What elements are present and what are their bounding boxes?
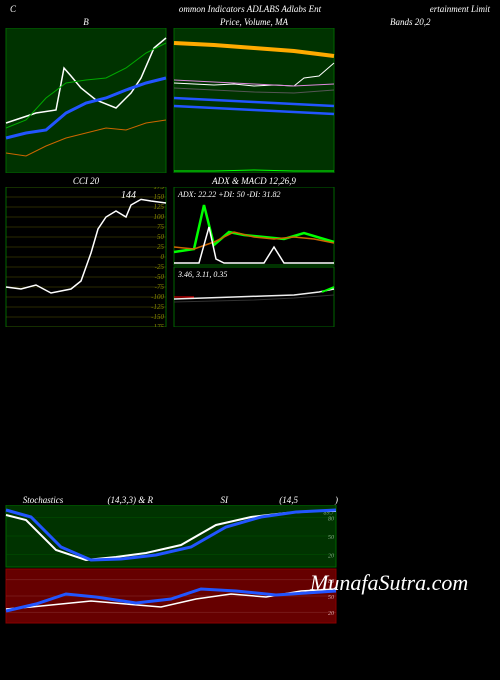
svg-text:175: 175 (154, 187, 165, 191)
svg-text:ADX: 22.22 +DI: 50 -DI: 31.8: ADX: 22.22 +DI: 50 -DI: 31.82 (177, 190, 281, 199)
row2-charts: 175 150 125 100 75 50 25 0 -25 -50 -75 -100 -125 -150… (0, 187, 500, 327)
stoch-title-mid2: SI (153, 495, 228, 505)
row1-titles: B Price, Volume, MA Bands 20,2 (0, 16, 500, 28)
svg-text:3.46, 3.11, 0.35: 3.46, 3.11, 0.35 (177, 270, 227, 279)
svg-text:-150: -150 (151, 313, 164, 321)
panel-adx-title: ADX & MACD 12,26,9 (172, 175, 336, 187)
svg-text:75: 75 (157, 223, 165, 231)
panel-price-chart (172, 28, 336, 173)
svg-text:-175: -175 (151, 323, 164, 327)
svg-text:25: 25 (157, 243, 165, 251)
row1-charts (0, 28, 500, 173)
stoch-title-mid: (14,3,3) & R (78, 495, 153, 505)
panel-price-title: Price, Volume, MA (172, 16, 336, 28)
svg-text:0: 0 (161, 253, 165, 261)
svg-text:-75: -75 (155, 283, 165, 291)
svg-text:150: 150 (154, 193, 165, 201)
svg-text:-125: -125 (151, 303, 164, 311)
panel-adx-chart: ADX: 22.22 +DI: 50 -DI: 31.82 3.46, 3.11,… (172, 187, 336, 327)
panel-stoch-chart: 89.78050208061.735020 (4, 505, 338, 625)
svg-text:50: 50 (328, 535, 334, 541)
panel-bands-title: Bands 20,2 (340, 16, 490, 28)
panel-cci-title: CCI 20 (4, 175, 168, 187)
row3-charts: 89.78050208061.735020 (0, 505, 500, 625)
svg-text:50: 50 (328, 595, 334, 601)
svg-text:20: 20 (328, 611, 334, 617)
page-header: C ommon Indicators ADLABS Adlabs Ent ert… (0, 0, 500, 16)
svg-text:-100: -100 (151, 293, 164, 301)
stoch-title-right: (14,5 (228, 495, 298, 505)
stoch-title-left: Stochastics (8, 495, 78, 505)
svg-text:-25: -25 (155, 263, 165, 271)
svg-text:50: 50 (157, 233, 165, 241)
svg-text:144: 144 (121, 190, 136, 201)
svg-text:80: 80 (328, 516, 334, 522)
stoch-title-right2: ) (298, 495, 338, 505)
header-right: ertainment Limit (370, 4, 490, 14)
row2-titles: CCI 20 ADX & MACD 12,26,9 (0, 175, 500, 187)
row3-titles: Stochastics (14,3,3) & R SI (14,5 ) (0, 495, 500, 505)
svg-text:-50: -50 (155, 273, 165, 281)
header-center: ommon Indicators ADLABS Adlabs Ent (130, 4, 370, 14)
header-left: C (10, 4, 130, 14)
panel-b-title: B (4, 16, 168, 28)
svg-text:20: 20 (328, 554, 334, 560)
spacer (0, 327, 500, 495)
svg-text:80: 80 (328, 579, 334, 585)
svg-text:100: 100 (154, 213, 165, 221)
panel-cci-chart: 175 150 125 100 75 50 25 0 -25 -50 -75 -100 -125 -150… (4, 187, 168, 327)
svg-text:125: 125 (154, 203, 165, 211)
panel-b-chart (4, 28, 168, 173)
